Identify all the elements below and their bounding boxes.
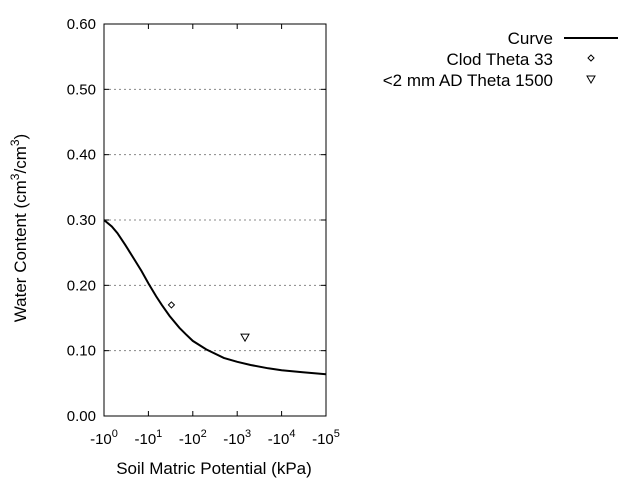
y-tick-label: 0.00 <box>67 408 96 425</box>
x-ticks: -100 -101 -102 -103 -104 -105 <box>90 24 340 448</box>
y-axis-label: Water Content (cm3/cm3) <box>8 134 30 322</box>
y-axis-label-sup: 3 <box>8 139 22 146</box>
y-tick-label: 0.40 <box>67 147 96 164</box>
legend-label-clod-theta-33: Clod Theta 33 <box>447 50 553 69</box>
legend-label-curve: Curve <box>508 29 553 48</box>
x-axis-label: Soil Matric Potential (kPa) <box>116 459 312 478</box>
x-tick-label: -102 <box>179 428 207 448</box>
legend-triangle-marker <box>586 75 596 85</box>
y-tick-label: 0.10 <box>67 343 96 360</box>
y-tick-label: 0.60 <box>67 16 96 33</box>
y-axis-label-part: ) <box>11 134 30 140</box>
curve-line <box>103 219 327 376</box>
y-tick-label: 0.30 <box>67 212 96 229</box>
clod-theta-33-point <box>167 301 176 309</box>
legend: Curve Clod Theta 33 <2 mm AD Theta 1500 <box>383 29 618 90</box>
y-axis-label-sup: 3 <box>8 173 22 180</box>
legend-diamond-marker <box>587 54 595 62</box>
x-tick-label: -101 <box>134 428 162 448</box>
legend-label-ad-theta-1500: <2 mm AD Theta 1500 <box>383 71 553 90</box>
y-tick-label: 0.20 <box>67 277 96 294</box>
y-axis-label-part: /cm <box>11 146 30 173</box>
plot-area: 0.000.100.200.300.400.500.60 -100 -101 -10… <box>67 16 340 448</box>
x-tick-label: -103 <box>223 428 251 448</box>
y-ticks: 0.00 0.10 0.20 0.30 0.40 0.50 0.60 <box>67 16 326 425</box>
x-tick-label: -104 <box>268 428 296 448</box>
ad-theta-1500-point <box>240 333 250 343</box>
x-tick-label: -100 <box>90 428 118 448</box>
y-tick-label: 0.50 <box>67 81 96 98</box>
gridlines <box>104 88 326 352</box>
y-axis-label-part: Water Content (cm <box>11 180 30 322</box>
series <box>103 219 327 376</box>
x-tick-label: -105 <box>312 428 340 448</box>
